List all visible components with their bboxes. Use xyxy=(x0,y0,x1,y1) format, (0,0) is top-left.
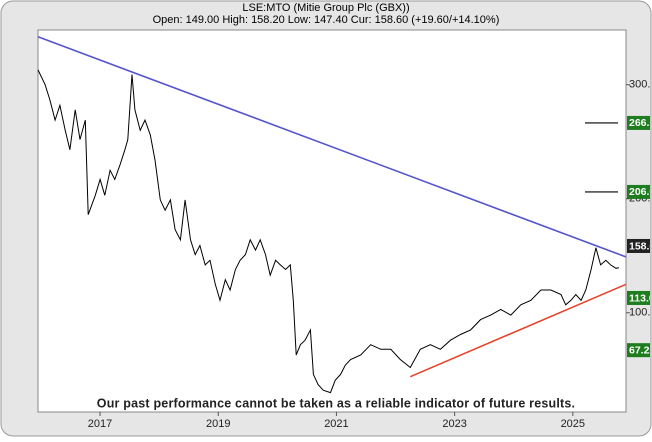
x-tick-label: 2025 xyxy=(561,418,585,430)
trend-line xyxy=(37,36,627,258)
x-tick-label: 2017 xyxy=(88,418,112,430)
y-tick-label: 300.0 xyxy=(629,79,652,91)
level-label: 67.22 xyxy=(629,344,652,356)
level-box xyxy=(627,238,650,253)
x-tick-label: 2019 xyxy=(206,418,230,430)
level-label: 113.0 xyxy=(629,292,652,304)
price-line xyxy=(37,69,619,394)
disclaimer: Our past performance cannot be taken as … xyxy=(97,396,575,410)
chart-title: LSE:MTO (Mitie Group Plc (GBX)) xyxy=(242,2,409,14)
x-tick-label: 2023 xyxy=(442,418,466,430)
chart-subtitle: Open: 149.00 High: 158.20 Low: 147.40 Cu… xyxy=(153,14,500,26)
level-box xyxy=(627,115,650,130)
level-label: 158.6 xyxy=(629,240,652,252)
y-tick-label: 100.0 xyxy=(629,307,652,319)
trend-line xyxy=(409,283,627,378)
layer: 100.0200.0300.020172019202120232025266.5… xyxy=(37,36,652,430)
plot-area xyxy=(37,29,627,413)
level-box xyxy=(627,184,650,199)
x-tick-label: 2021 xyxy=(324,418,348,430)
level-box xyxy=(627,343,650,358)
level-box xyxy=(627,290,650,305)
level-label: 266.5 xyxy=(629,117,652,129)
level-label: 206.0 xyxy=(629,186,652,198)
